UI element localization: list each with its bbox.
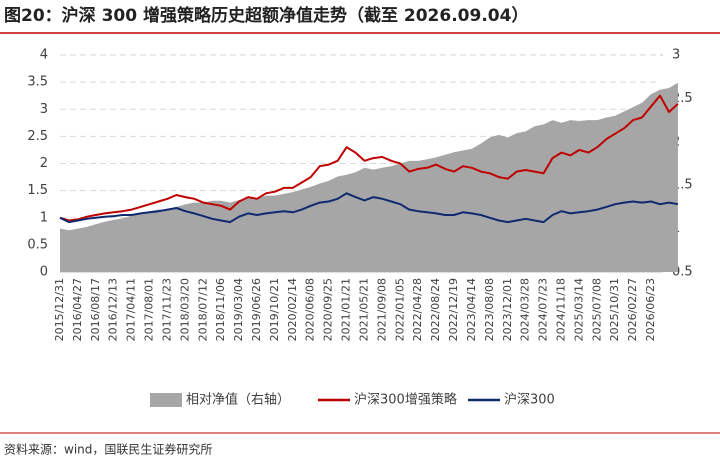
- x-tick-label: 2022/12/19: [447, 278, 460, 341]
- x-tick-label: 2023/04/14: [465, 278, 478, 341]
- x-tick-label: 2025/03/14: [572, 278, 585, 341]
- x-tick-label: 2020/02/14: [286, 278, 299, 341]
- y-tick-label: 2: [40, 156, 48, 171]
- legend-swatch: [150, 393, 182, 407]
- x-tick-label: 2019/03/04: [232, 278, 245, 341]
- x-tick-label: 2026/02/27: [626, 278, 639, 341]
- line: [59, 192, 679, 224]
- chart-title: 图20：沪深 300 增强策略历史超额净值走势（截至 2026.09.04）: [4, 5, 528, 26]
- y-tick-label: 4: [40, 48, 48, 63]
- line: [59, 94, 679, 222]
- x-tick-label: 2022/04/28: [411, 278, 424, 341]
- x-tick-label: 2024/07/23: [537, 278, 550, 341]
- area: [60, 82, 678, 272]
- x-tick-label: 2021/09/08: [375, 278, 388, 341]
- y-tick-label: 3.5: [27, 75, 48, 90]
- y-tick-label: 1.5: [27, 183, 48, 198]
- x-tick-label: 2021/01/21: [340, 278, 353, 341]
- x-tick-label: 2019/10/21: [268, 278, 281, 341]
- x-tick-label: 2016/08/17: [89, 278, 102, 341]
- x-tick-label: 2018/07/12: [196, 278, 209, 341]
- legend-label: 相对净值（右轴）: [186, 392, 290, 408]
- x-tick-label: 2024/03/28: [519, 278, 532, 341]
- x-tick-label: 2023/12/01: [501, 278, 514, 341]
- legend-label: 沪深300增强策略: [354, 392, 457, 408]
- legend-label: 沪深300: [504, 392, 555, 408]
- x-tick-label: 2025/07/08: [590, 278, 603, 341]
- y-tick-label: 0.5: [27, 237, 48, 252]
- x-tick-label: 2022/08/24: [429, 278, 442, 341]
- x-tick-label: 2024/11/18: [555, 278, 568, 341]
- x-tick-label: 2025/10/31: [608, 278, 621, 341]
- x-tick-label: 2017/11/23: [161, 278, 174, 341]
- x-tick-label: 2021/05/21: [358, 278, 371, 341]
- y2-tick-label: 3: [672, 48, 680, 63]
- x-tick-label: 2020/09/25: [322, 278, 335, 341]
- y-tick-label: 3: [40, 102, 48, 117]
- x-tick-label: 2019/06/26: [250, 278, 263, 341]
- source: 资料来源：wind，国联民生证券研究所: [4, 442, 212, 457]
- x-tick-label: 2026/06/23: [644, 278, 657, 341]
- x-tick-label: 2023/08/08: [483, 278, 496, 341]
- x-tick-label: 2017/04/11: [125, 278, 138, 341]
- x-tick-label: 2015/12/31: [53, 278, 66, 341]
- x-tick-label: 2016/12/13: [107, 278, 120, 341]
- y-tick-label: 2.5: [27, 129, 48, 144]
- y-tick-label: 1: [40, 210, 48, 225]
- x-tick-label: 2022/01/05: [393, 278, 406, 341]
- x-tick-label: 2018/03/20: [178, 278, 191, 341]
- x-tick-label: 2016/04/27: [71, 278, 84, 341]
- x-tick-label: 2017/08/01: [143, 278, 156, 341]
- x-tick-label: 2020/06/08: [304, 278, 317, 341]
- y-tick-label: 0: [40, 265, 48, 280]
- x-tick-label: 2018/11/06: [214, 278, 227, 341]
